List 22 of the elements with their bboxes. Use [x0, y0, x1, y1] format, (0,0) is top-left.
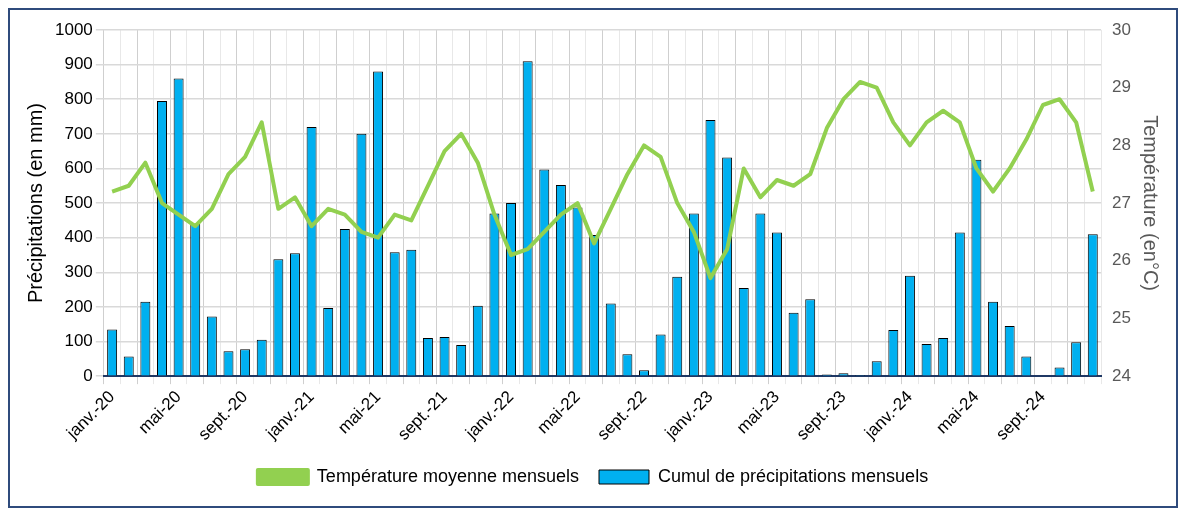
y-tick-label: 200 [64, 296, 93, 316]
y-tick-label: 300 [64, 261, 93, 281]
y-tick-label: 1000 [54, 19, 93, 39]
y2-tick-label: 30 [1112, 19, 1132, 39]
y-tick-label: 500 [64, 192, 93, 212]
y-tick-label: 700 [64, 123, 93, 143]
y2-tick-label: 29 [1112, 77, 1132, 97]
legend-label: Température moyenne mensuels [316, 465, 580, 486]
y-tick-label: 400 [64, 227, 93, 247]
y2-tick-label: 24 [1112, 365, 1132, 385]
y2-tick-label: 26 [1112, 250, 1132, 270]
y-tick-label: 100 [64, 331, 93, 351]
legend-label: Cumul de précipitations mensuels [658, 465, 929, 486]
y2-tick-label: 25 [1112, 308, 1132, 328]
y-tick-label: 800 [64, 88, 93, 108]
y-tick-label: 0 [83, 365, 93, 385]
y-tick-label: 600 [64, 158, 93, 178]
y2-tick-label: 28 [1112, 135, 1132, 155]
y-tick-label: 900 [64, 54, 93, 74]
y2-tick-label: 27 [1112, 192, 1132, 212]
y2-axis-title: Température (en°C) [1140, 115, 1163, 291]
y-axis-title: Précipitations (en mm) [23, 103, 46, 304]
